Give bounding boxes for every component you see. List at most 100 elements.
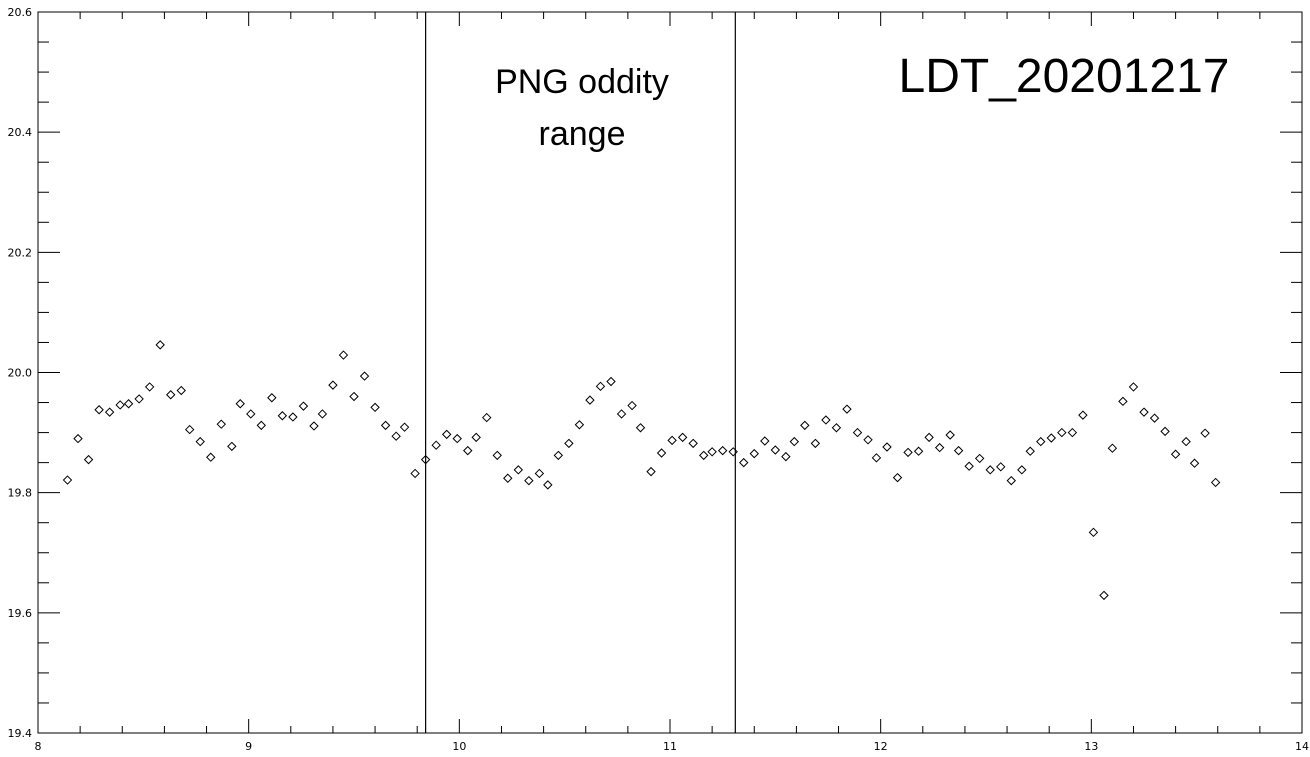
data-point [627,400,637,411]
data-point [770,445,781,455]
data-point [903,447,913,458]
data-point [667,435,677,446]
data-point [1046,433,1057,443]
y-tick-label: 20.0 [8,367,33,380]
data-point [810,438,821,449]
data-point [585,395,595,405]
chart-annotation-title: LDT_20201217 [899,50,1230,103]
data-point [452,433,462,444]
data-point [94,405,104,415]
data-point [1118,396,1128,407]
data-point [1200,428,1210,438]
data-point [1025,446,1035,456]
data-point [974,453,985,464]
data-point [349,391,359,402]
data-point [656,448,667,458]
data-point [728,447,738,457]
data-point [380,420,391,431]
axis-ticks [37,11,1303,734]
data-point [1036,436,1046,447]
data-point [1139,407,1149,417]
data-point [646,466,656,477]
data-point [852,427,863,438]
data-point [144,382,155,392]
data-point [246,409,256,419]
data-point [1181,436,1191,447]
data-point [73,433,83,444]
data-point [184,424,195,435]
data-point [471,432,481,443]
data-point [698,450,709,461]
data-point [1149,413,1160,423]
y-tick-label: 19.4 [8,727,33,740]
data-point [1170,449,1181,459]
data-point [717,445,728,456]
data-point [924,432,934,443]
data-points [62,340,1221,601]
data-point [317,409,328,419]
data-point [62,475,73,485]
data-point [123,399,134,409]
data-point [821,415,831,425]
data-point [328,380,338,390]
data-point [309,421,319,431]
data-point [616,409,627,419]
data-point [503,473,513,483]
data-point [431,440,441,450]
data-point [492,450,502,461]
data-point [420,454,431,465]
data-point [892,472,903,483]
data-point [985,465,995,475]
data-point [688,438,698,449]
data-point [1107,443,1118,453]
data-point [553,450,564,461]
data-point [996,462,1006,472]
range-annotation-line1: PNG oddity [495,63,669,101]
data-point [1128,382,1139,392]
data-point [104,407,115,417]
x-tick-label: 9 [245,740,252,753]
data-point [134,394,144,404]
data-point [288,412,298,422]
plot-frame [37,11,1303,734]
data-point [606,376,616,387]
data-point [513,465,524,475]
data-point [789,436,800,447]
data-point [781,451,791,462]
data-point [1189,458,1200,468]
x-tick-label: 14 [1295,740,1309,753]
y-tick-label: 20.6 [8,6,33,19]
x-tick-label: 13 [1084,740,1098,753]
data-point [298,401,309,411]
data-point [1078,410,1088,420]
data-point [195,436,205,447]
data-point [564,438,574,449]
data-point [166,390,176,400]
data-point [871,453,882,463]
data-point [913,446,924,456]
data-point [1017,465,1027,475]
data-point [1160,426,1170,437]
data-point [1006,475,1016,486]
data-point [370,402,380,413]
data-point [83,454,94,465]
data-point [749,448,759,459]
x-tick-label: 11 [663,740,677,753]
data-point [863,435,873,445]
data-point [1067,427,1078,438]
data-point [760,436,770,446]
range-markers [425,12,736,733]
y-tick-label: 19.6 [8,607,33,620]
data-point [155,340,165,350]
data-point [267,393,277,403]
data-point [595,381,606,392]
data-point [677,432,688,443]
data-point [739,457,749,468]
data-point [842,404,852,414]
data-point [410,468,420,479]
data-point [635,423,646,433]
data-point [574,420,585,430]
data-point [1057,427,1067,438]
data-point [391,431,401,441]
x-tick-label: 8 [35,740,42,753]
